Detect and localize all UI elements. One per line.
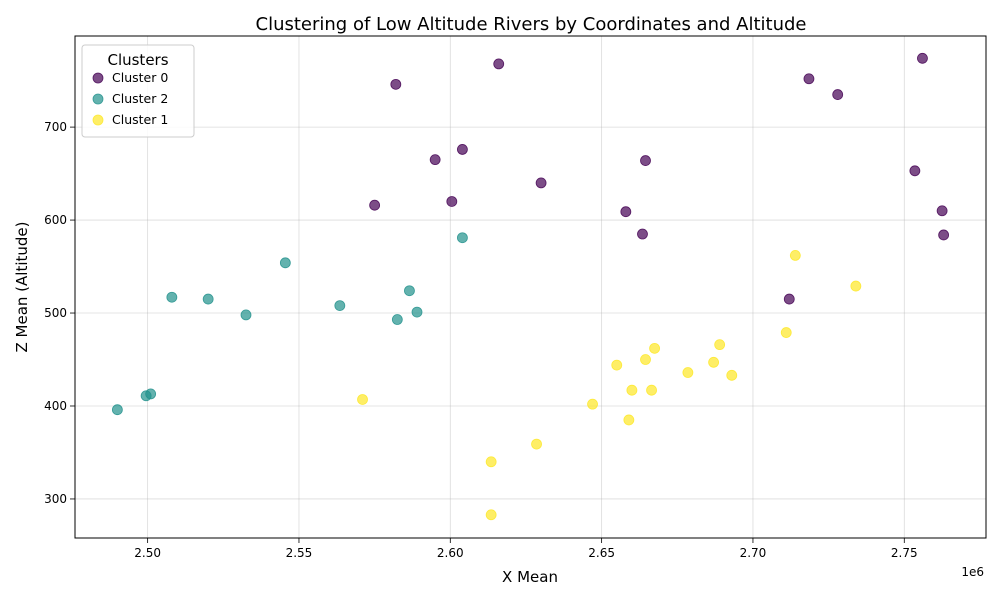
legend-label: Cluster 0 — [112, 70, 168, 85]
data-point — [726, 369, 738, 381]
legend-title: Clusters — [107, 51, 168, 69]
legend: Clusters Cluster 0 Cluster 2 Cluster 1 — [81, 44, 195, 138]
data-point — [649, 342, 660, 354]
data-point — [626, 384, 638, 396]
data-point — [780, 327, 792, 338]
data-point — [531, 438, 542, 450]
data-point — [623, 414, 635, 426]
legend-label: Cluster 1 — [112, 112, 168, 127]
y-tick-label: 700 — [44, 120, 67, 134]
x-axis-label: X Mean — [502, 568, 558, 586]
legend-items: Cluster 0 Cluster 2 Cluster 1 — [92, 70, 168, 127]
data-point — [457, 144, 468, 155]
data-point — [850, 280, 862, 292]
data-point — [909, 165, 921, 177]
x-tick-label: 2.70 — [740, 546, 767, 560]
data-point — [789, 249, 801, 261]
grid — [75, 36, 986, 538]
data-point — [587, 398, 598, 410]
data-point — [640, 354, 651, 365]
data-point — [832, 89, 844, 100]
legend-marker — [92, 93, 104, 105]
data-point — [145, 388, 157, 400]
data-point — [429, 154, 441, 166]
y-axis-label: Z Mean (Altitude) — [13, 221, 31, 352]
x-tick-label: 2.75 — [891, 546, 918, 560]
data-point — [240, 309, 252, 321]
x-tick-label: 2.60 — [437, 546, 464, 560]
data-point — [111, 404, 123, 416]
data-point — [682, 367, 694, 378]
data-point — [936, 205, 948, 217]
plot-frame — [74, 35, 987, 539]
data-point — [357, 394, 368, 405]
data-points — [111, 52, 950, 521]
data-point — [390, 78, 402, 90]
data-point — [803, 73, 815, 85]
data-point — [485, 456, 497, 468]
x-tick-label: 2.55 — [286, 546, 313, 560]
data-point — [166, 291, 178, 303]
data-point — [334, 300, 346, 311]
data-point — [391, 314, 403, 325]
data-point — [493, 58, 505, 70]
data-point — [369, 199, 381, 211]
data-point — [938, 229, 950, 241]
data-point — [457, 232, 468, 244]
axis-ticks: 2.50 2.55 2.60 2.65 2.70 2.75 300 400 500 600 700 — [44, 120, 918, 560]
data-point — [714, 339, 726, 351]
data-point — [279, 257, 291, 269]
data-point — [646, 384, 657, 396]
data-point — [620, 206, 632, 218]
data-point — [202, 293, 214, 305]
data-point — [783, 293, 795, 305]
legend-marker — [92, 114, 104, 126]
x-tick-label: 2.50 — [134, 546, 161, 560]
legend-box — [81, 44, 195, 138]
y-tick-label: 400 — [44, 399, 67, 413]
chart-title: Clustering of Low Altitude Rivers by Coo… — [256, 14, 807, 35]
y-tick-label: 500 — [44, 306, 67, 320]
data-point — [611, 359, 623, 371]
y-tick-label: 300 — [44, 492, 67, 506]
data-point — [411, 306, 423, 318]
data-point — [446, 196, 458, 207]
y-tick-label: 600 — [44, 213, 67, 227]
data-point — [535, 177, 547, 189]
data-point — [708, 356, 720, 368]
legend-marker — [92, 72, 104, 84]
x-tick-label: 2.65 — [588, 546, 615, 560]
data-point — [404, 285, 415, 297]
x-axis-offset-label: 1e6 — [961, 565, 984, 579]
data-point — [917, 52, 928, 64]
data-point — [640, 155, 651, 166]
legend-label: Cluster 2 — [112, 91, 168, 106]
data-point — [637, 228, 648, 240]
data-point — [485, 509, 497, 521]
